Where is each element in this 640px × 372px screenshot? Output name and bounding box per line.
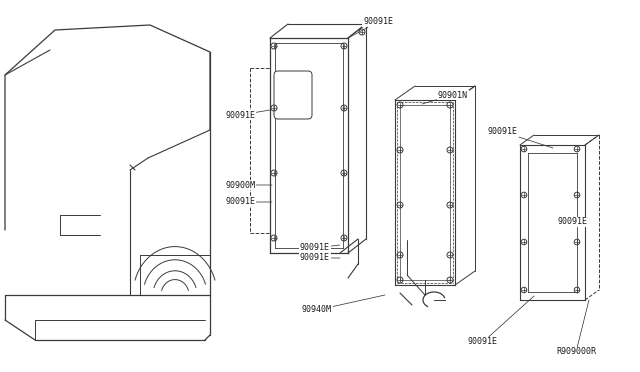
Text: 90091E: 90091E	[468, 296, 534, 346]
Text: 90091E: 90091E	[225, 198, 272, 206]
Text: 90091E: 90091E	[300, 253, 340, 263]
Text: R909000R: R909000R	[556, 300, 596, 356]
Polygon shape	[270, 38, 348, 253]
Text: 90091E: 90091E	[558, 218, 588, 227]
Text: 90901N: 90901N	[422, 90, 468, 104]
Text: 90091E: 90091E	[488, 128, 553, 148]
Text: 90940M: 90940M	[302, 295, 385, 314]
Text: 90900M: 90900M	[225, 180, 272, 189]
Text: 90091E: 90091E	[225, 110, 270, 119]
Polygon shape	[520, 145, 585, 300]
FancyBboxPatch shape	[274, 71, 312, 119]
Text: 90091E: 90091E	[348, 17, 393, 38]
Text: 90091E: 90091E	[300, 244, 340, 253]
Polygon shape	[395, 100, 455, 285]
